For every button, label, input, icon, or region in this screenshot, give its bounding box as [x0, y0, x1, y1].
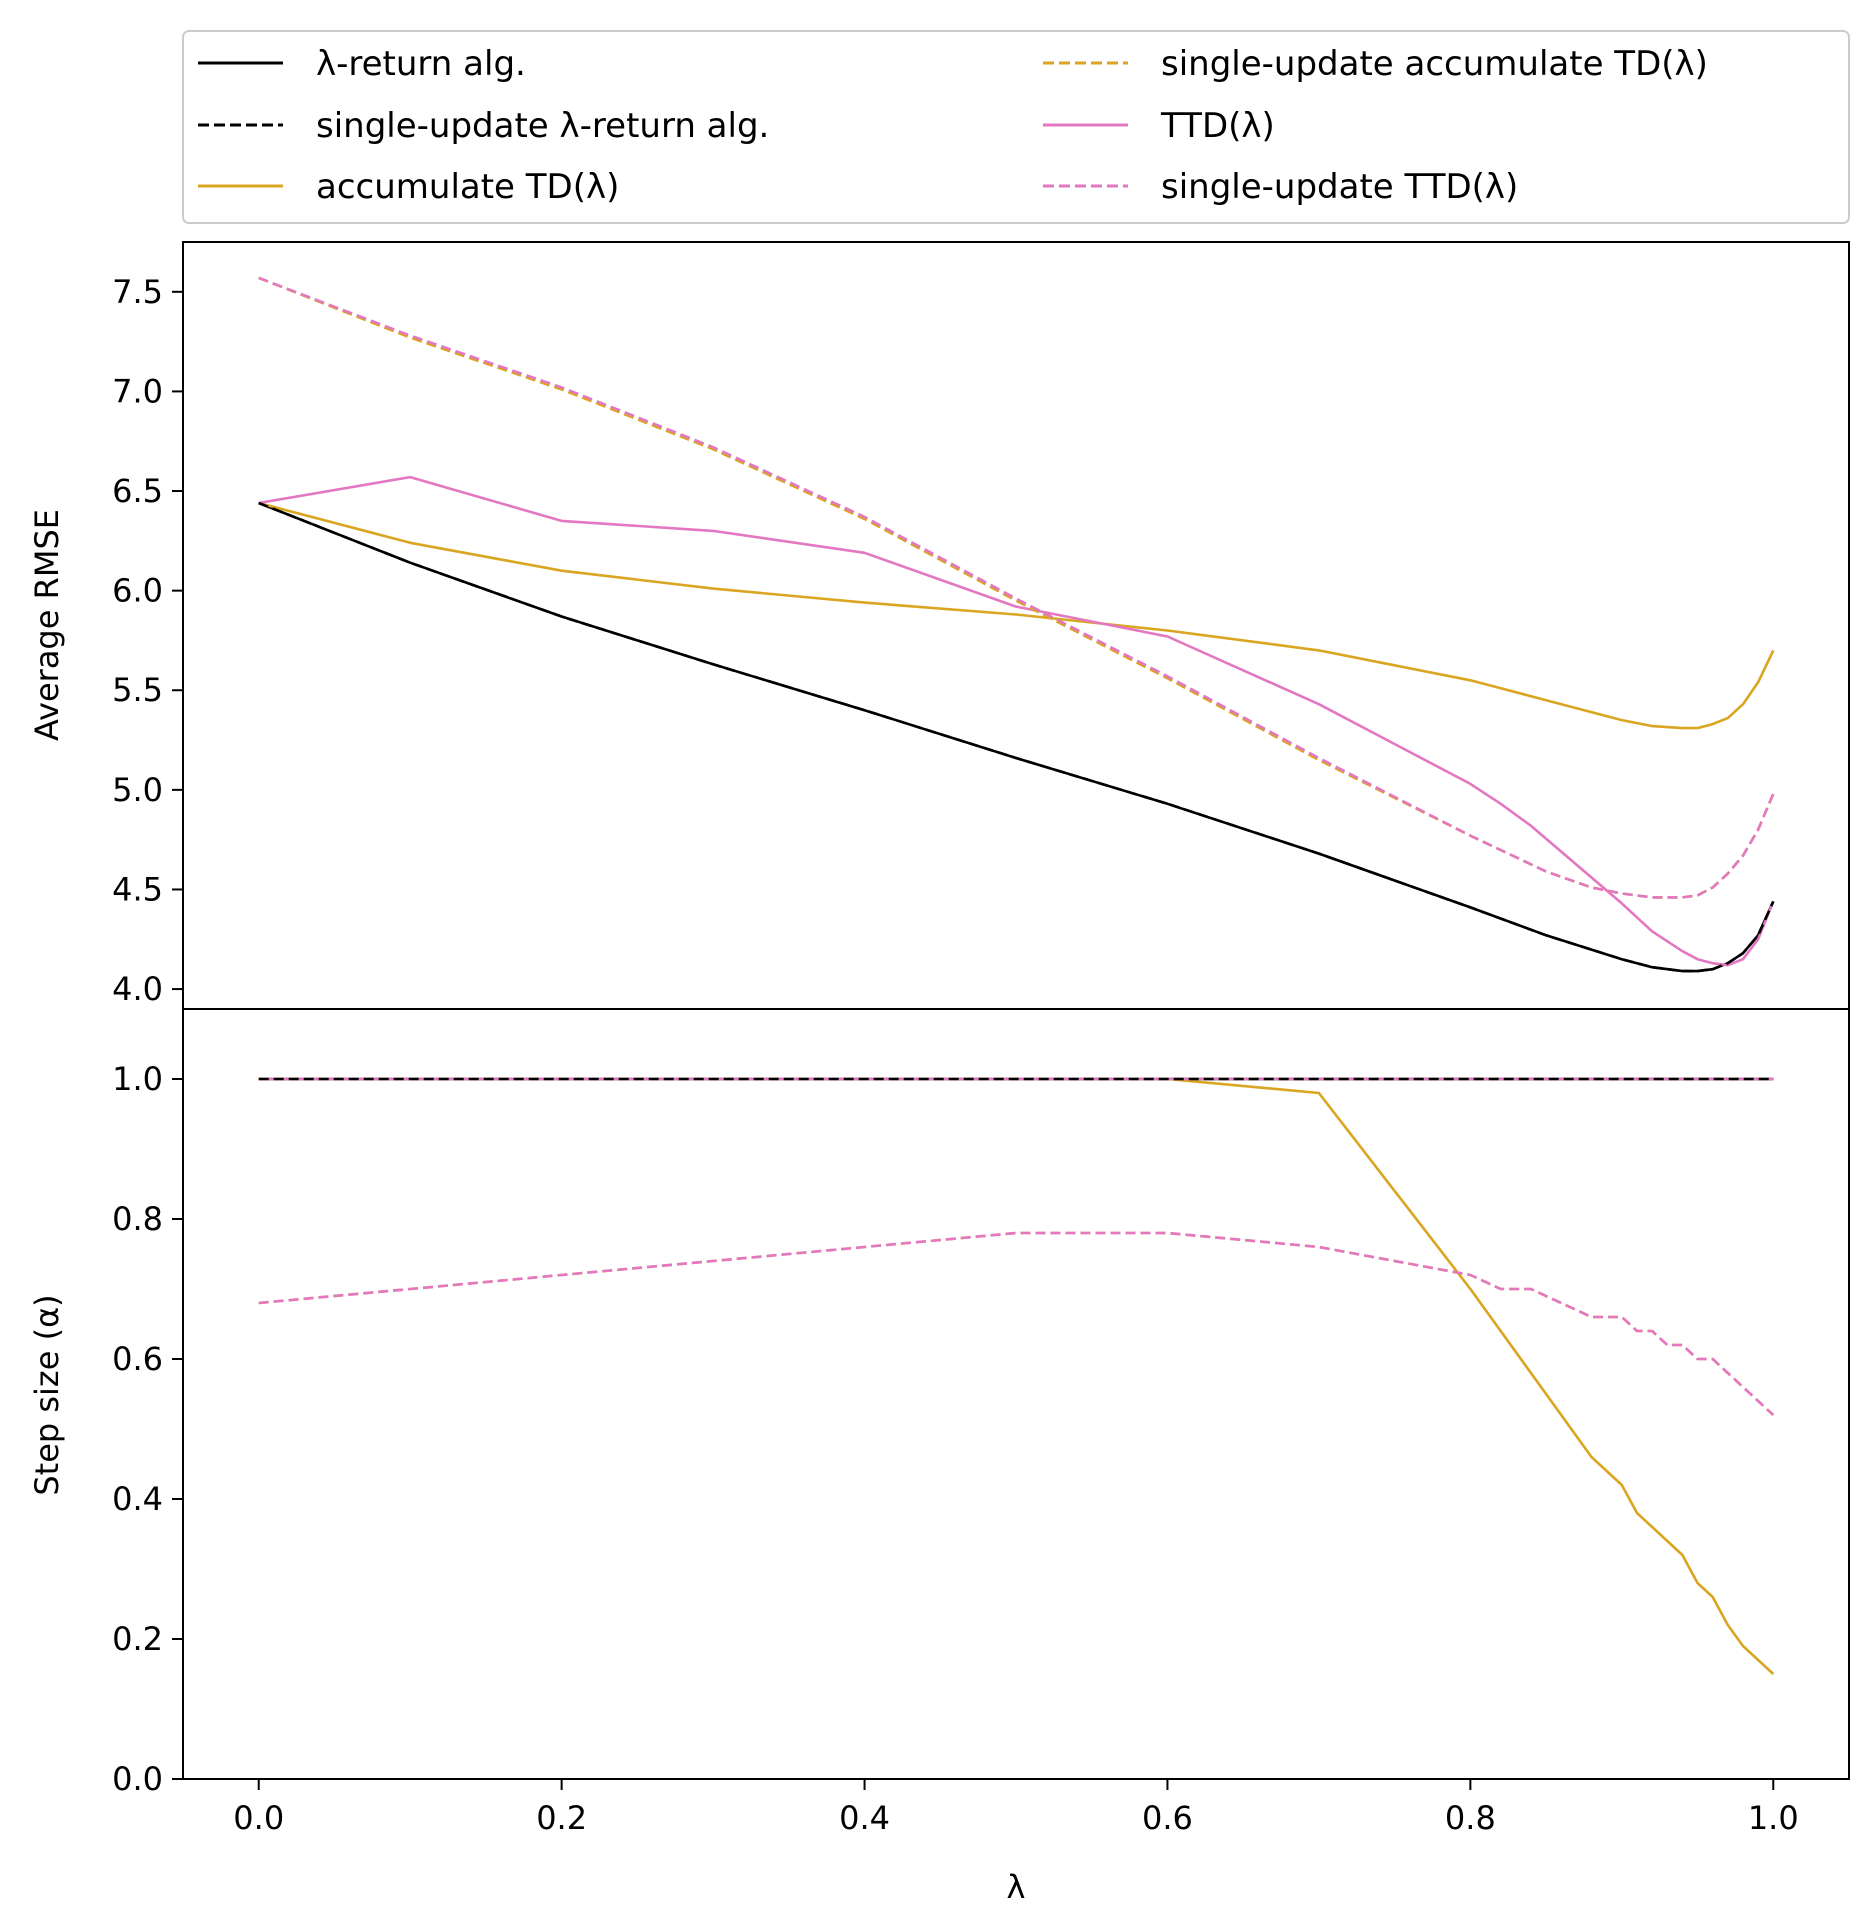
- legend-entry-accumulate-td: accumulate TD(λ): [198, 167, 619, 207]
- step-size-y-tick-label-0-6: 0.6: [112, 1340, 163, 1378]
- rmse-y-tick-label-5-0: 5.0: [112, 771, 163, 809]
- step-size-series-accumulate-td-lambda: [258, 1077, 1775, 1675]
- rmse-y-tick-label-6-0: 6.0: [112, 572, 163, 610]
- x-tick-label-0-8: 0.8: [1445, 1799, 1496, 1837]
- step-size-panel: 0.0 0.2 0.4 0.6 0.8 1.0 0.0 0.2 0.4 0.6 0.8 1.0 St…: [28, 1008, 1850, 1906]
- legend-label-single-update-accumulate-td: single-update accumulate TD(λ): [1161, 44, 1708, 84]
- rmse-series-ttd-lambda: [258, 475, 1775, 967]
- legend-entry-ttd: TTD(λ): [1043, 106, 1275, 146]
- legend-label-single-update-ttd: single-update TTD(λ): [1161, 167, 1518, 207]
- rmse-y-tick-label-4-5: 4.5: [112, 870, 163, 908]
- step-size-series-lines: [258, 1077, 1775, 1675]
- step-size-y-tick-label-0-2: 0.2: [112, 1620, 163, 1658]
- step-size-y-tick-label-0-4: 0.4: [112, 1480, 163, 1518]
- rmse-series-single-update-ttd-lambda: [258, 276, 1775, 899]
- step-size-y-axis-label: Step size (α): [28, 1294, 66, 1495]
- rmse-series-single-update-lambda-return-alg: [258, 501, 1775, 973]
- x-tick-label-0-4: 0.4: [839, 1799, 890, 1837]
- x-tick-label-0-0: 0.0: [233, 1799, 284, 1837]
- x-axis-label: λ: [1007, 1868, 1026, 1906]
- legend-entry-single-update-accumulate-td: single-update accumulate TD(λ): [1043, 44, 1708, 84]
- step-size-y-tick-label-1-0: 1.0: [112, 1060, 163, 1098]
- rmse-series-accumulate-td-lambda: [258, 501, 1775, 730]
- x-tick-label-0-6: 0.6: [1142, 1799, 1193, 1837]
- x-axis-ticks: 0.0 0.2 0.4 0.6 0.8 1.0: [233, 1779, 1799, 1837]
- legend: λ-return alg. single-update λ-return alg…: [182, 30, 1850, 224]
- rmse-y-tick-label-4-0: 4.0: [112, 970, 163, 1008]
- rmse-y-tick-label-6-5: 6.5: [112, 472, 163, 510]
- legend-label-ttd: TTD(λ): [1160, 106, 1275, 146]
- legend-label-single-update-lambda-return: single-update λ-return alg.: [316, 106, 769, 146]
- legend-frame: [182, 30, 1850, 224]
- rmse-y-tick-label-7-5: 7.5: [112, 273, 163, 311]
- legend-label-lambda-return: λ-return alg.: [316, 44, 526, 84]
- rmse-y-axis-label: Average RMSE: [28, 509, 66, 741]
- rmse-y-ticks: 4.0 4.5 5.0 5.5 6.0 6.5 7.0 7.5: [112, 273, 183, 1008]
- rmse-series-lines: [258, 276, 1775, 973]
- x-tick-label-1-0: 1.0: [1748, 1799, 1799, 1837]
- step-size-y-ticks: 0.0 0.2 0.4 0.6 0.8 1.0: [112, 1060, 183, 1798]
- rmse-y-tick-label-7-0: 7.0: [112, 372, 163, 410]
- step-size-panel-frame: [182, 1008, 1850, 1780]
- rmse-y-tick-label-5-5: 5.5: [112, 671, 163, 709]
- legend-label-accumulate-td: accumulate TD(λ): [316, 167, 619, 207]
- step-size-y-tick-label-0-0: 0.0: [112, 1760, 163, 1798]
- legend-entry-single-update-ttd: single-update TTD(λ): [1043, 167, 1518, 207]
- step-size-y-tick-label-0-8: 0.8: [112, 1200, 163, 1238]
- x-tick-label-0-2: 0.2: [536, 1799, 587, 1837]
- rmse-panel: 4.0 4.5 5.0 5.5 6.0 6.5 7.0 7.5 Average RMSE: [28, 241, 1850, 1010]
- legend-entry-lambda-return: λ-return alg.: [198, 44, 526, 84]
- legend-entry-single-update-lambda-return: single-update λ-return alg.: [198, 106, 769, 146]
- step-size-series-single-update-ttd-lambda: [258, 1231, 1775, 1416]
